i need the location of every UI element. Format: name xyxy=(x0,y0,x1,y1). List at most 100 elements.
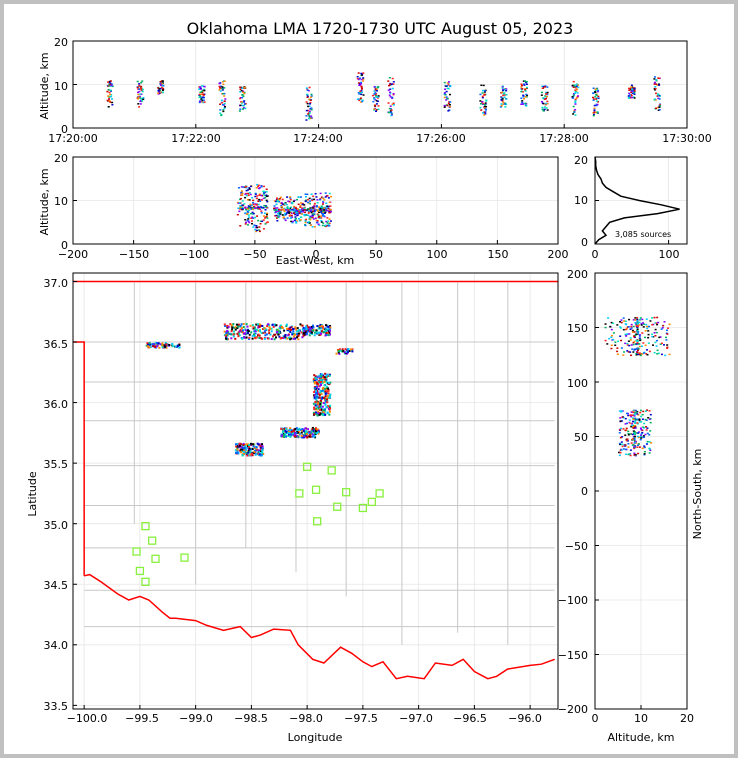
plan-view-source-point xyxy=(324,413,327,416)
plan-view-source-point xyxy=(229,323,232,326)
altitude-eastwest-source-point xyxy=(262,197,265,200)
altitude-eastwest-source-point xyxy=(255,224,258,227)
plan-view-source-point xyxy=(161,344,164,347)
altitude-eastwest-source-point xyxy=(291,201,294,204)
altitude-eastwest-source-point xyxy=(254,192,257,195)
northsouth-source-point xyxy=(604,339,607,342)
northsouth-source-point xyxy=(656,323,659,326)
plan-view-xtick-label: −100.0 xyxy=(67,712,108,725)
altitude-eastwest-source-point xyxy=(276,198,279,201)
plan-view-source-point xyxy=(252,327,255,330)
altitude-time-source-point xyxy=(387,80,390,82)
northsouth-source-point xyxy=(667,327,670,329)
plan-view-source-point xyxy=(272,335,275,338)
plan-view-source-point xyxy=(257,329,260,332)
altitude-eastwest-source-point xyxy=(300,202,303,204)
plan-view-source-point xyxy=(236,448,239,451)
altitude-eastwest-source-point xyxy=(279,211,282,214)
plan-view-source-point xyxy=(294,326,297,329)
altitude-eastwest-source-point xyxy=(316,202,319,204)
altitude-time-source-point xyxy=(359,98,362,100)
plan-view-source-point xyxy=(329,393,332,396)
altitude-time-source-point xyxy=(481,112,484,114)
altitude-eastwest-source-point xyxy=(304,199,307,201)
altitude-eastwest-source-point xyxy=(258,208,261,210)
altitude-eastwest-xtick-label: −150 xyxy=(119,248,149,261)
northsouth-source-point xyxy=(609,326,612,328)
altitude-eastwest-xtick-label: −50 xyxy=(243,248,266,261)
altitude-time-source-point xyxy=(161,84,164,86)
altitude-eastwest-source-point xyxy=(245,194,248,197)
plan-view-source-point xyxy=(254,328,257,331)
altitude-time-source-point xyxy=(362,77,365,79)
altitude-eastwest-source-point xyxy=(266,221,269,223)
altitude-eastwest-source-point xyxy=(303,204,306,206)
altitude-time-source-point xyxy=(110,95,113,98)
altitude-eastwest-source-point xyxy=(304,220,307,223)
plan-view-source-point xyxy=(325,329,328,332)
northsouth-source-point xyxy=(636,325,639,328)
altitude-eastwest-source-point xyxy=(248,221,251,224)
altitude-eastwest-source-point xyxy=(249,206,252,208)
altitude-time-source-point xyxy=(595,100,598,102)
northsouth-source-point xyxy=(635,333,638,336)
plan-view-source-point xyxy=(324,408,327,411)
altitude-time-source-point xyxy=(595,98,598,100)
altitude-eastwest-source-point xyxy=(240,186,243,188)
plan-view-source-point xyxy=(320,397,323,400)
northsouth-source-point xyxy=(642,326,645,328)
altitude-eastwest-source-point xyxy=(306,221,309,224)
northsouth-source-point xyxy=(648,452,651,454)
plan-view-source-point xyxy=(248,337,251,340)
altitude-eastwest-source-point xyxy=(244,219,247,221)
altitude-time-source-point xyxy=(630,94,633,97)
altitude-eastwest-source-point xyxy=(292,200,295,203)
altitude-eastwest-source-point xyxy=(241,192,244,195)
northsouth-source-point xyxy=(638,345,641,348)
plan-view-source-point xyxy=(245,443,248,446)
altitude-eastwest-source-point xyxy=(277,216,280,218)
plan-view-source-point xyxy=(251,443,254,446)
altitude-eastwest-source-point xyxy=(321,207,324,210)
altitude-time-source-point xyxy=(542,110,545,112)
altitude-time-source-point xyxy=(310,93,313,96)
altitude-time-source-point xyxy=(139,87,142,89)
plan-view-source-point xyxy=(342,350,345,353)
plan-view-source-point xyxy=(291,432,294,435)
plan-view-source-point xyxy=(174,345,177,348)
plan-view-xtick-label: −98.0 xyxy=(289,712,323,725)
altitude-time-source-point xyxy=(375,100,378,102)
altitude-time-source-point xyxy=(391,77,394,80)
northsouth-source-point xyxy=(649,421,652,424)
altitude-time-source-point xyxy=(546,95,549,98)
altitude-eastwest-source-point xyxy=(301,203,304,206)
altitude-eastwest-source-point xyxy=(252,203,255,206)
altitude-time-source-point xyxy=(223,102,226,105)
altitude-time-source-point xyxy=(447,110,450,112)
altitude-time-source-point xyxy=(223,107,226,109)
altitude-eastwest-source-point xyxy=(247,220,250,223)
altitude-eastwest-source-point xyxy=(300,216,303,218)
plan-view-xtick-label: −98.5 xyxy=(234,712,268,725)
altitude-eastwest-source-point xyxy=(276,199,279,202)
northsouth-source-point xyxy=(632,351,635,353)
altitude-eastwest-source-point xyxy=(318,215,321,218)
altitude-time-source-point xyxy=(138,84,141,87)
altitude-eastwest-source-point xyxy=(321,206,324,209)
plan-view-source-point xyxy=(313,380,316,383)
northsouth-source-point xyxy=(612,332,615,334)
plan-view-source-point xyxy=(315,377,318,380)
northsouth-source-point xyxy=(624,448,627,451)
altitude-time-source-point xyxy=(361,99,364,102)
plan-view-source-point xyxy=(320,327,323,330)
altitude-time-source-point xyxy=(200,90,203,93)
plan-view-source-point xyxy=(312,324,315,327)
altitude-time-source-point xyxy=(545,107,548,109)
plan-view-source-point xyxy=(289,330,292,333)
lma-figure: Oklahoma LMA 1720-1730 UTC August 05, 20… xyxy=(26,19,712,744)
plan-view-source-point xyxy=(326,373,329,376)
northsouth-source-point xyxy=(636,347,639,350)
northsouth-source-point xyxy=(638,446,641,448)
northsouth-source-point xyxy=(624,417,627,420)
plan-view-source-point xyxy=(156,345,159,348)
